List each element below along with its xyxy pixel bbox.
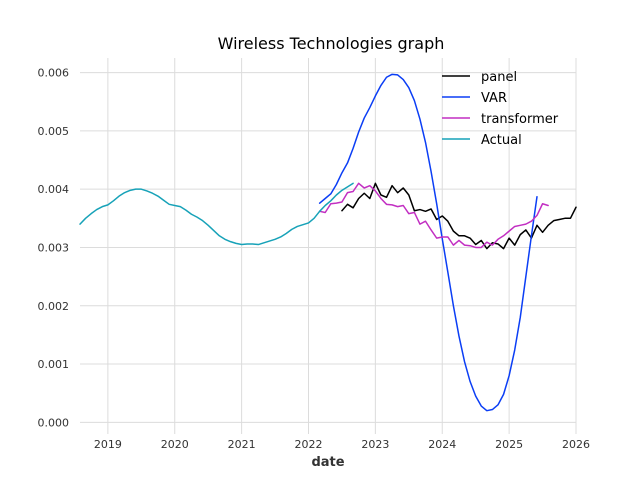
- x-tick-label: 2024: [428, 438, 456, 451]
- y-tick-label: 0.006: [38, 67, 70, 80]
- y-tick-label: 0.003: [38, 241, 70, 254]
- series-line-var: [318, 73, 538, 412]
- series-lines: [79, 73, 577, 412]
- x-tick-label: 2025: [495, 438, 523, 451]
- series-line-actual: [79, 182, 354, 246]
- y-tick-label: 0.004: [38, 183, 70, 196]
- x-tick-label: 2023: [361, 438, 389, 451]
- series-line-panel: [341, 182, 577, 250]
- legend-label: Actual: [481, 133, 522, 148]
- series-line-transformer: [318, 182, 549, 249]
- y-tick-label: 0.001: [38, 358, 70, 371]
- legend: panel VAR transformer Actual: [442, 70, 559, 148]
- x-tick-label: 2019: [94, 438, 122, 451]
- x-tick-label: 2022: [294, 438, 322, 451]
- tick-labels: 2019 2020 2021 2022 2023 2024 2025 2026 0.000 0.0…: [38, 67, 591, 451]
- x-tick-label: 2020: [161, 438, 189, 451]
- x-axis-label: date: [311, 455, 344, 470]
- y-tick-label: 0.005: [38, 125, 70, 138]
- legend-label: VAR: [481, 91, 507, 106]
- legend-label: transformer: [481, 112, 559, 127]
- x-tick-label: 2026: [562, 438, 590, 451]
- x-tick-label: 2021: [228, 438, 256, 451]
- grid-lines: [80, 58, 577, 434]
- chart-title: Wireless Technologies graph: [218, 34, 445, 53]
- y-tick-label: 0.002: [38, 300, 70, 313]
- legend-label: panel: [481, 70, 517, 85]
- y-tick-label: 0.000: [38, 416, 70, 429]
